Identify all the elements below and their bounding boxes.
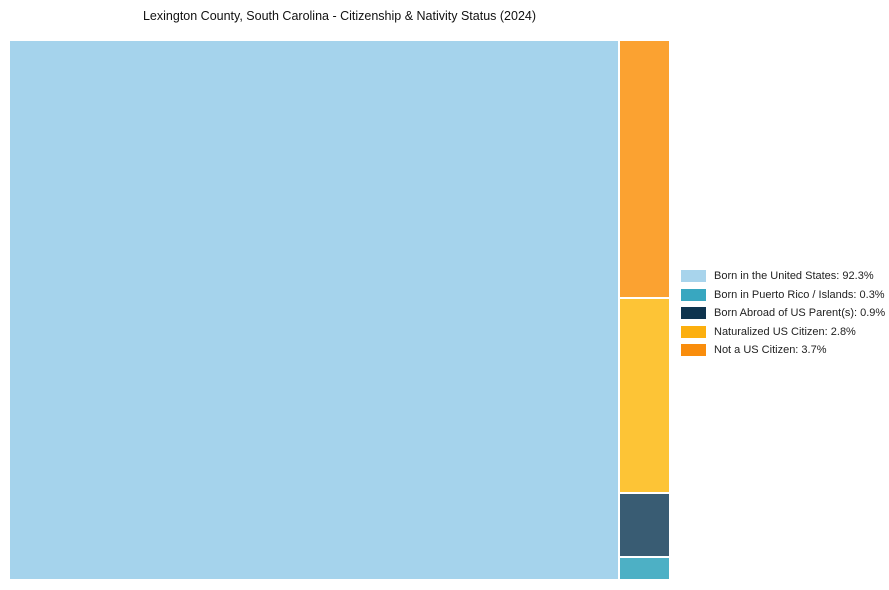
treemap-chart: [10, 41, 669, 580]
legend-swatch-icon: [681, 288, 706, 301]
legend-row-born-abroad-of-us-parent-s: Born Abroad of US Parent(s): 0.9%: [681, 307, 885, 320]
legend-row-naturalized-us-citizen: Naturalized US Citizen: 2.8%: [681, 325, 885, 339]
legend-swatch-icon: [681, 270, 706, 283]
legend-row-born-in-puerto-rico-islands: Born in Puerto Rico / Islands: 0.3%: [681, 288, 885, 302]
legend-row-born-in-the-united-states: Born in the United States: 92.3%: [681, 270, 885, 283]
treemap-block-not-a-us-citizen: [620, 41, 669, 297]
legend: Born in the United States: 92.3% Born in …: [681, 270, 885, 363]
treemap-block-born-in-puerto-rico-islands: [620, 558, 669, 580]
legend-label: Naturalized US Citizen: 2.8%: [714, 325, 856, 338]
legend-swatch-icon: [681, 344, 706, 357]
legend-row-not-a-us-citizen: Not a US Citizen: 3.7%: [681, 344, 885, 357]
treemap-block-born-abroad-of-us-parent-s: [620, 494, 669, 557]
legend-swatch-icon: [681, 325, 706, 338]
legend-swatch-icon: [681, 307, 706, 320]
treemap-minor-column: [620, 41, 669, 580]
legend-label: Born in Puerto Rico / Islands: 0.3%: [714, 288, 885, 301]
treemap-block-born-in-the-united-states: [10, 41, 619, 579]
chart-title: Lexington County, South Carolina - Citiz…: [142, 9, 537, 23]
treemap-block-naturalized-us-citizen: [620, 298, 669, 493]
legend-label: Born in the United States: 92.3%: [714, 270, 874, 283]
legend-label: Not a US Citizen: 3.7%: [714, 344, 827, 357]
legend-label: Born Abroad of US Parent(s): 0.9%: [714, 307, 886, 320]
